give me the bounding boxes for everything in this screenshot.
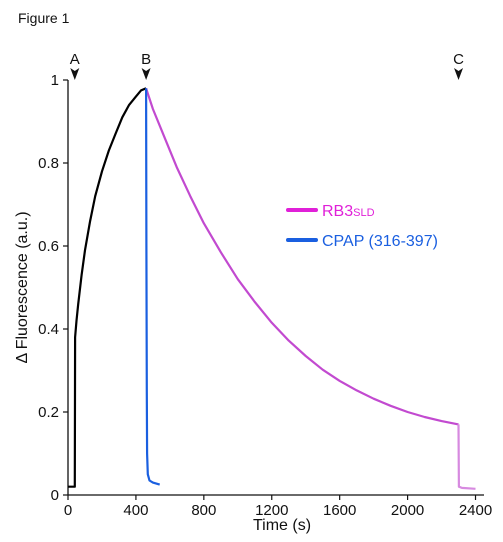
y-tick-label-3: 0.6	[38, 238, 59, 255]
x-axis-title: Time (s)	[253, 517, 311, 534]
x-tick-label-2: 800	[191, 502, 216, 519]
figure-label: Figure 1	[18, 10, 70, 26]
x-tick-label-5: 2000	[391, 502, 424, 519]
series-line-baseline-association	[68, 87, 147, 488]
legend-label-1: CPAP (316-397)	[322, 233, 438, 250]
series-line-rb3-sld	[145, 87, 459, 426]
event-marker-arrow-c	[454, 68, 464, 80]
event-marker-arrow-b	[141, 68, 151, 80]
series-line-cpap	[145, 88, 161, 486]
event-marker-label-a: A	[70, 51, 80, 68]
y-tick-label-4: 0.8	[38, 155, 59, 172]
event-marker-arrow-a	[70, 68, 80, 80]
y-axis-title: Δ Fluorescence (a.u.)	[14, 211, 31, 363]
legend-label-0: RB3SLD	[322, 203, 375, 220]
x-tick-label-3: 1200	[255, 502, 288, 519]
event-marker-label-c: C	[453, 51, 464, 68]
event-marker-label-b: B	[141, 51, 151, 68]
x-tick-label-1: 400	[123, 502, 148, 519]
x-tick-label-0: 0	[64, 502, 72, 519]
y-tick-label-1: 0.2	[38, 404, 59, 421]
x-tick-label-4: 1600	[323, 502, 356, 519]
series-line-rb3-sld-tail	[457, 424, 476, 490]
x-tick-label-6: 2400	[459, 502, 492, 519]
y-tick-label-2: 0.4	[38, 321, 59, 338]
y-tick-label-0: 0	[51, 487, 59, 504]
y-tick-label-5: 1	[51, 72, 59, 89]
